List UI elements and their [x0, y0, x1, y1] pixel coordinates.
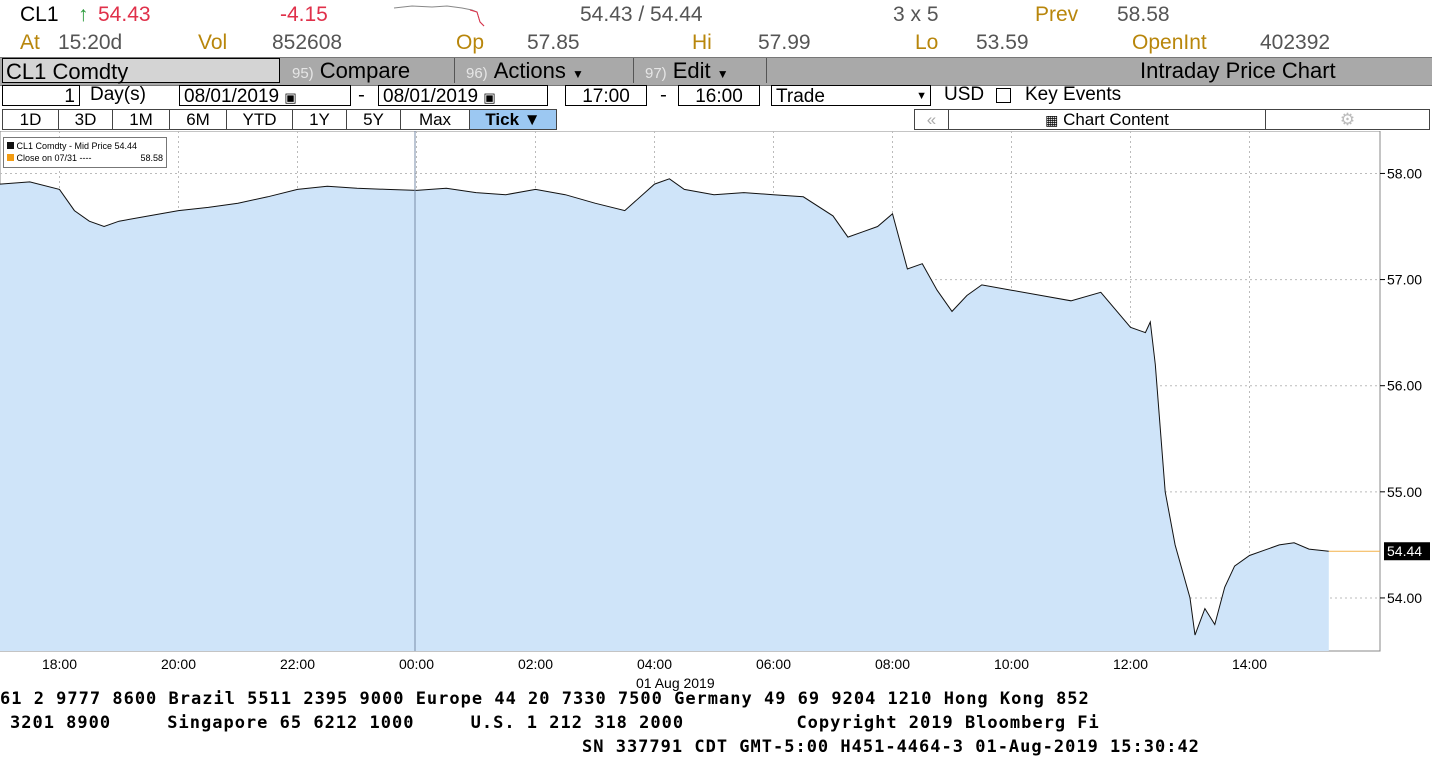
days-input[interactable]: 1 [2, 85, 80, 107]
y-tick-label: 54.00 [1387, 590, 1422, 606]
range-1y[interactable]: 1Y [292, 109, 347, 130]
legend-swatch-black [7, 142, 14, 149]
x-tick-label: 22:00 [280, 656, 315, 672]
up-arrow-icon: ↑ [78, 3, 89, 26]
days-unit: Day(s) [90, 84, 146, 105]
key-events-checkbox[interactable] [996, 88, 1011, 103]
bid-ask-size: 3 x 5 [893, 3, 939, 26]
x-tick-label: 18:00 [42, 656, 77, 672]
legend-series2-label: Close on 07/31 ---- [16, 153, 92, 163]
openint-value: 402392 [1260, 31, 1331, 54]
range-5y[interactable]: 5Y [346, 109, 401, 130]
prev-value: 58.58 [1117, 3, 1170, 26]
sparkline [393, 5, 485, 27]
high-value: 57.99 [758, 31, 811, 54]
legend: CL1 Comdty - Mid Price 54.44 Close on 07… [3, 137, 167, 168]
footer-line3: SN 337791 CDT GMT-5:00 H451-4464-3 01-Au… [582, 737, 1200, 757]
x-tick-label: 04:00 [637, 656, 672, 672]
key-events-label: Key Events [1025, 84, 1122, 105]
x-tick-label: 10:00 [994, 656, 1029, 672]
range-1m[interactable]: 1M [112, 109, 170, 130]
ticker: CL1 [20, 3, 59, 26]
x-tick-label: 00:00 [399, 656, 434, 672]
currency: USD [944, 84, 985, 105]
range-max[interactable]: Max [400, 109, 470, 130]
low-value: 53.59 [976, 31, 1029, 54]
range-ytd[interactable]: YTD [226, 109, 293, 130]
footer-line2: 3201 8900 Singapore 65 6212 1000 U.S. 1 … [10, 713, 1100, 733]
vol-label: Vol [198, 31, 228, 54]
x-tick-label: 20:00 [161, 656, 196, 672]
high-label: Hi [692, 31, 712, 54]
price-area [0, 178, 1329, 652]
compare-button[interactable]: 95) Compare [292, 58, 411, 83]
last-time: 15:20d [58, 31, 123, 54]
open-label: Op [456, 31, 485, 54]
at-label: At [20, 31, 40, 54]
legend-swatch-orange [7, 154, 14, 161]
chart-icon: ▦ [1045, 112, 1059, 128]
calendar-icon: ▣ [284, 90, 297, 105]
y-axis: 58.00 57.00 56.00 55.00 54.00 [1380, 165, 1422, 606]
last-price: 54.43 [98, 3, 151, 26]
last-price-label: 54.44 [1387, 543, 1422, 559]
y-tick-label: 55.00 [1387, 484, 1422, 500]
range-1d[interactable]: 1D [2, 109, 59, 130]
y-tick-label: 58.00 [1387, 165, 1422, 181]
open-value: 57.85 [527, 31, 580, 54]
end-time-input[interactable]: 16:00 [678, 85, 760, 107]
vol-value: 852608 [272, 31, 343, 54]
x-axis: 18:00 20:00 22:00 00:00 02:00 04:00 06:00 08:00… [42, 656, 1267, 672]
time-dash: - [660, 84, 667, 106]
gear-icon[interactable]: ⚙ [1265, 109, 1430, 130]
low-label: Lo [915, 31, 939, 54]
tick-dropdown[interactable]: Tick ▼ [469, 109, 557, 130]
x-tick-label: 12:00 [1113, 656, 1148, 672]
prev-label: Prev [1035, 3, 1079, 26]
openint-label: OpenInt [1132, 31, 1207, 54]
actions-button[interactable]: 96) Actions ▼ [466, 58, 584, 83]
page-title: Intraday Price Chart [1140, 58, 1336, 83]
calendar-icon: ▣ [483, 90, 496, 105]
price-chart: 58.00 57.00 56.00 55.00 54.00 18:00 20:00 22:0… [0, 131, 1430, 691]
range-6m[interactable]: 6M [169, 109, 227, 130]
end-date-input[interactable]: 08/01/2019 ▣ [378, 85, 548, 107]
x-tick-label: 08:00 [875, 656, 910, 672]
date-dash: - [358, 84, 365, 106]
footer-line1: 61 2 9777 8600 Brazil 5511 2395 9000 Eur… [0, 689, 1090, 709]
edit-button[interactable]: 97) Edit ▼ [645, 58, 729, 83]
chevron-down-icon: ▼ [716, 67, 729, 81]
y-tick-label: 56.00 [1387, 378, 1422, 394]
range-3d[interactable]: 3D [58, 109, 113, 130]
security-field[interactable]: CL1 Comdty [2, 58, 280, 84]
x-date-label: 01 Aug 2019 [636, 675, 715, 691]
y-tick-label: 57.00 [1387, 272, 1422, 288]
net-change: -4.15 [280, 3, 328, 26]
x-tick-label: 06:00 [756, 656, 791, 672]
x-tick-label: 02:00 [518, 656, 553, 672]
x-tick-label: 14:00 [1232, 656, 1267, 672]
chevron-down-icon: ▼ [571, 67, 584, 81]
bid-ask: 54.43 / 54.44 [580, 3, 703, 26]
price-line [0, 178, 1329, 636]
type-select[interactable]: Trade ▼ [771, 85, 931, 107]
legend-series2-value: 58.58 [140, 153, 163, 163]
chevron-down-icon: ▼ [916, 90, 927, 102]
chart-content-button[interactable]: ▦ Chart Content [948, 109, 1266, 130]
collapse-icon[interactable]: « [914, 109, 949, 130]
start-date-input[interactable]: 08/01/2019 ▣ [179, 85, 351, 107]
start-time-input[interactable]: 17:00 [565, 85, 647, 107]
last-price-badge: 54.44 [1384, 542, 1430, 561]
legend-series1: CL1 Comdty - Mid Price 54.44 [16, 141, 138, 151]
